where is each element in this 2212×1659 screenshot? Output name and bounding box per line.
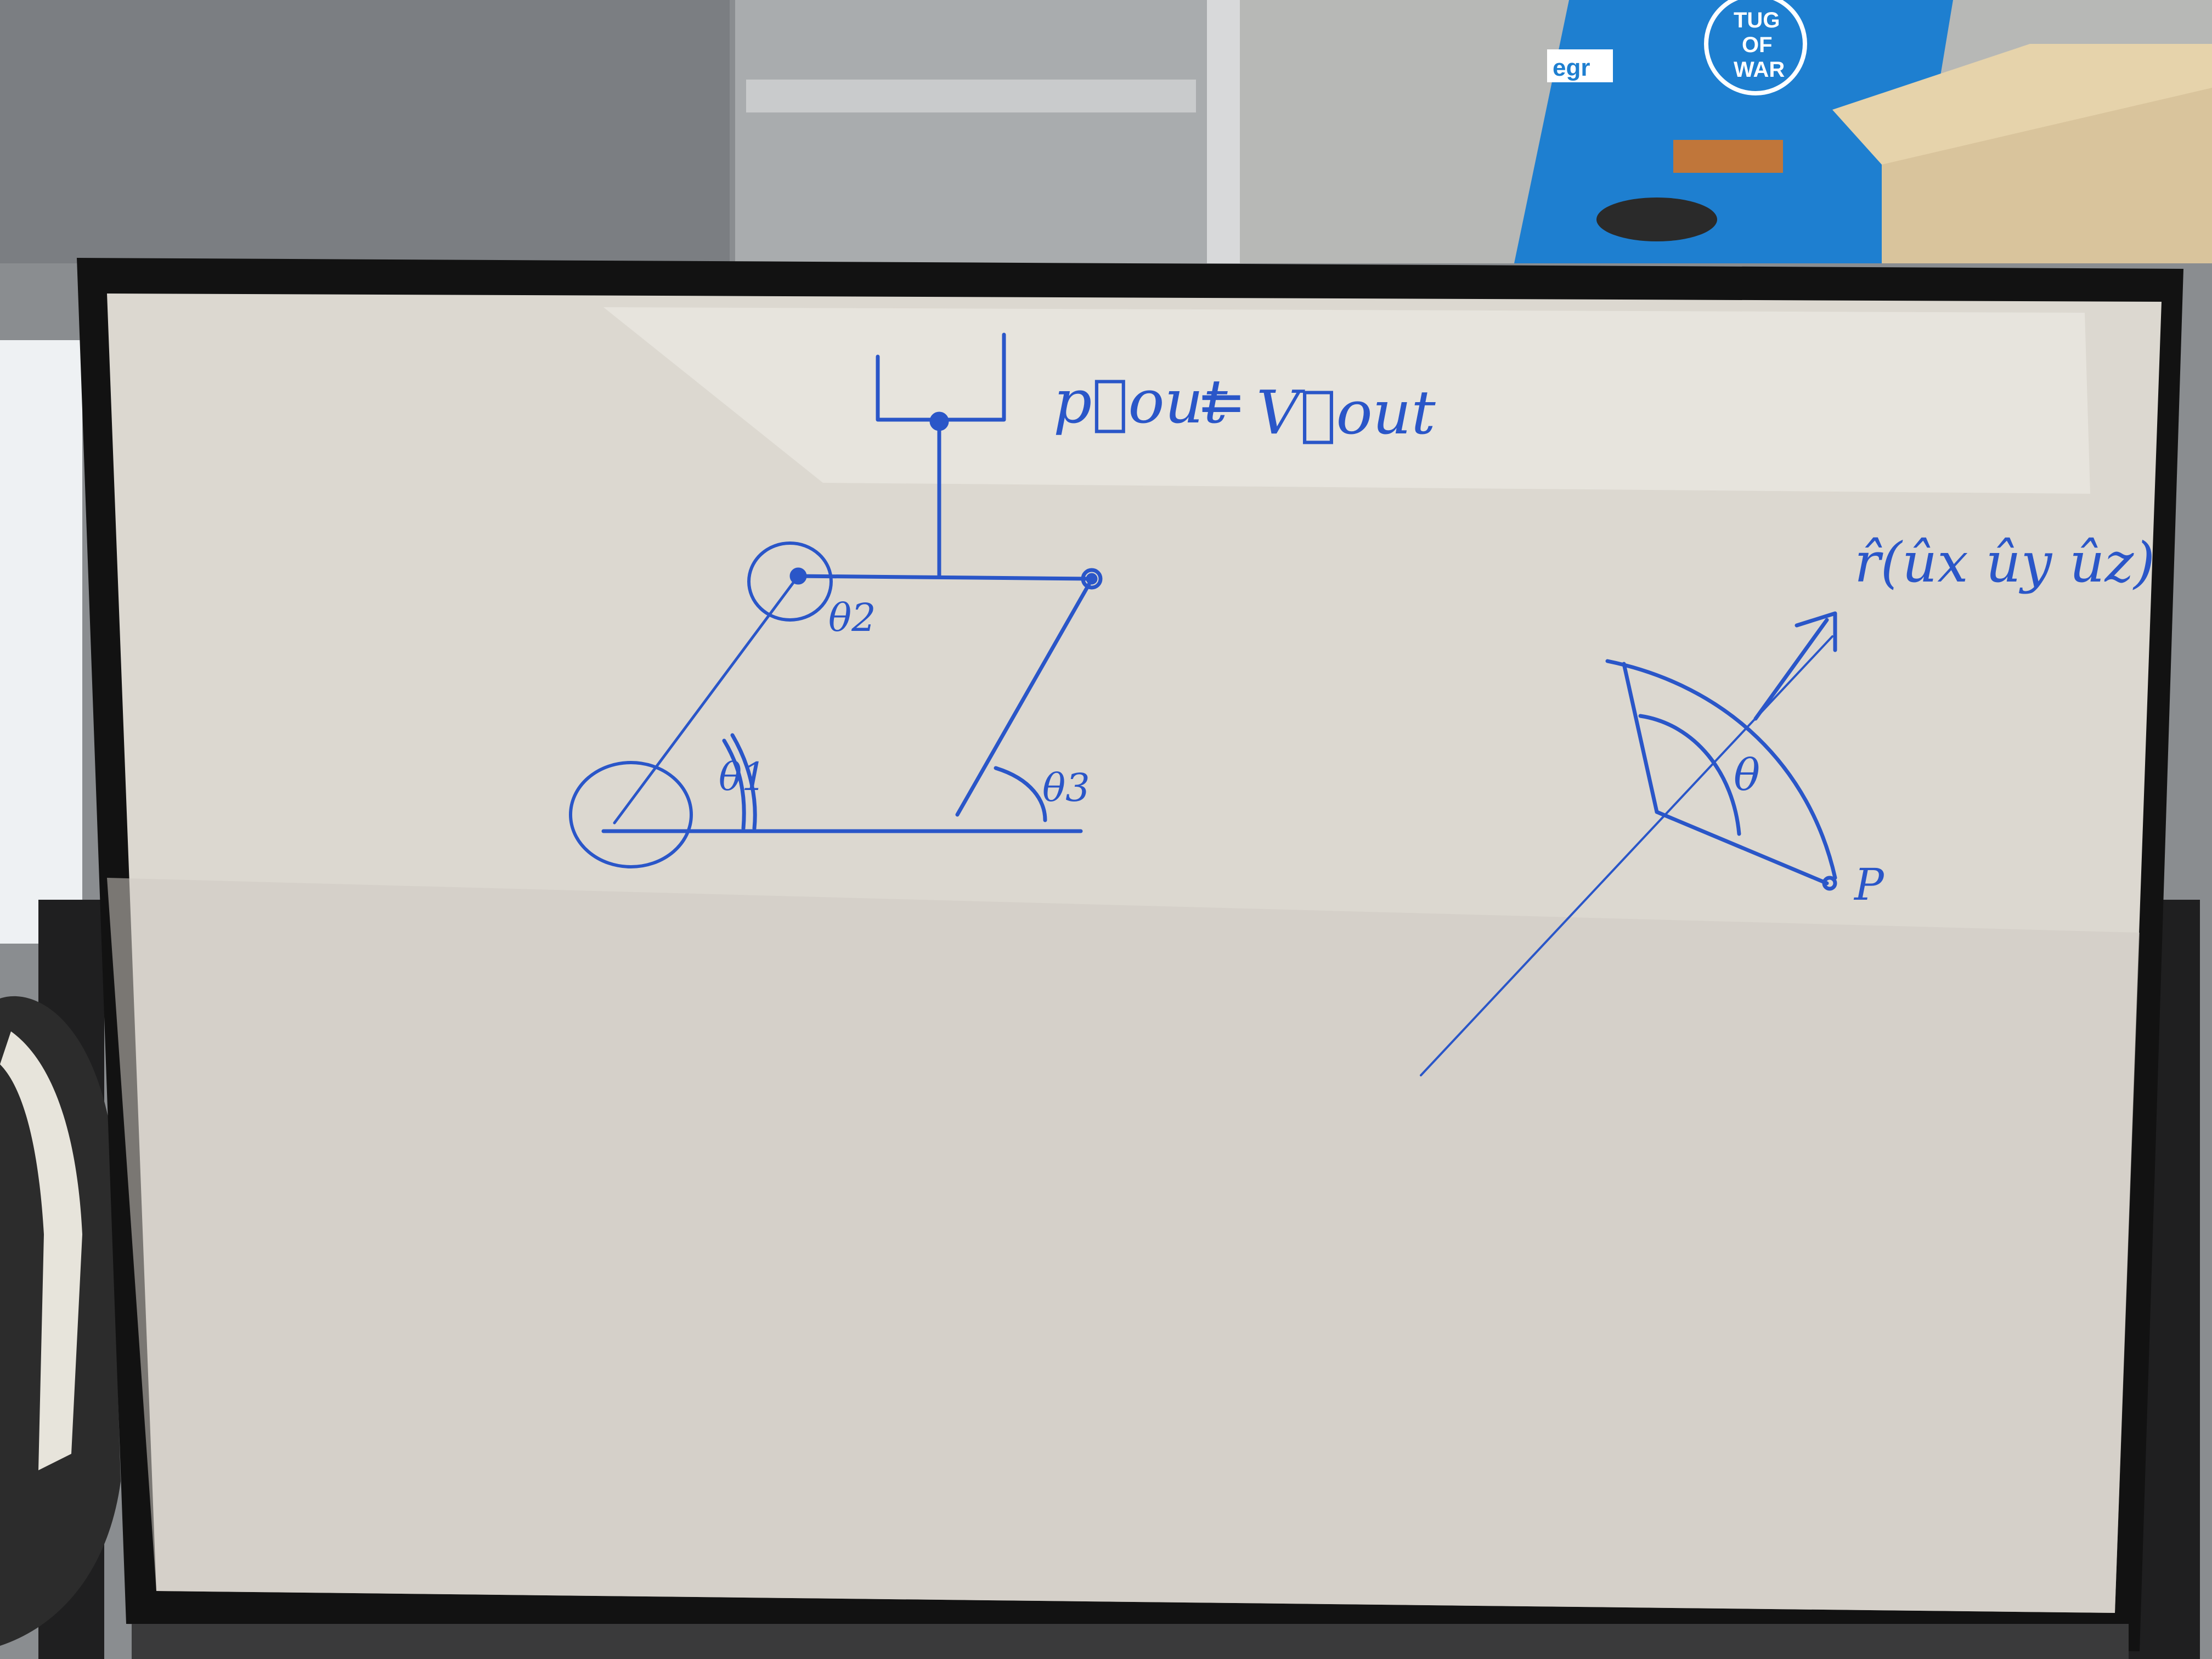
- window-blind-left: [0, 0, 730, 263]
- equation: p⃗out = V⃗out: [1053, 366, 1436, 448]
- joint-top-right: [1081, 568, 1103, 590]
- motor-2: [747, 541, 833, 622]
- axis-arrow-shaft: [1753, 618, 1829, 721]
- tug-of-war-poster: egr TUG OF WAR: [1514, 0, 1953, 263]
- equation-rhs: V⃗out: [1256, 377, 1436, 448]
- angle-theta-label: θ: [1734, 749, 1760, 800]
- equation-lhs: p⃗out: [1053, 366, 1228, 437]
- mechanism-sketch: [569, 332, 1103, 868]
- theta1-label: θ1: [719, 754, 766, 799]
- cone-bottom-edge: [1655, 810, 1829, 885]
- top-link: [793, 574, 1094, 581]
- marker-tray: [132, 1624, 2129, 1659]
- right-link: [955, 582, 1091, 817]
- cardboard-box: [1882, 66, 2212, 263]
- rotation-sketch: [1420, 611, 1837, 1076]
- whiteboard-glare: [603, 307, 2090, 494]
- backpack-strap: [0, 1031, 82, 1470]
- theta3-arc: [994, 766, 1047, 822]
- cone-outer-arc: [1605, 659, 1837, 880]
- window-frame: [1207, 0, 1240, 263]
- point-p: [1822, 876, 1837, 891]
- joint-top-right-inner: [1086, 573, 1098, 585]
- cone-inner-arc: [1638, 714, 1741, 836]
- motor-1: [569, 761, 693, 868]
- window-light: [0, 340, 82, 944]
- left-link: [613, 574, 800, 825]
- cone-left-edge: [1622, 662, 1659, 814]
- blind-rail: [746, 80, 1196, 112]
- axis-arrowhead: [1795, 611, 1837, 652]
- poster-title-1: TUG: [1734, 8, 1780, 32]
- cardboard-box-top: [1832, 44, 2212, 165]
- equation-equals: =: [1196, 366, 1246, 437]
- point-p-label: P: [1853, 859, 1884, 910]
- axis-label: r̂(ûx ûy ûz): [1854, 531, 2155, 595]
- poster-title-2: OF: [1742, 33, 1773, 57]
- theta1-arc-2: [730, 733, 757, 831]
- theta1-arc: [722, 738, 746, 831]
- theta3-label: θ3: [1042, 765, 1090, 810]
- whiteboard-shadow: [107, 878, 2140, 1613]
- poster-title-3: WAR: [1734, 58, 1785, 82]
- window-blind-right: [735, 0, 1229, 263]
- theta2-label: θ2: [828, 595, 876, 640]
- poster-logo: egr: [1553, 54, 1590, 81]
